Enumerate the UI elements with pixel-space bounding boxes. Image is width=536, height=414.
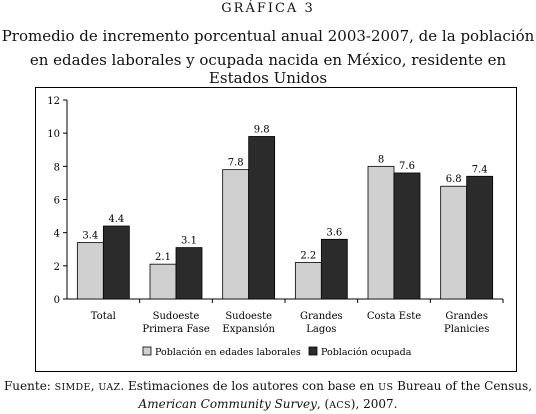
bar [393,172,421,300]
source-acs: ACS [329,400,351,411]
figure-label: GRÁFICA 3 [221,1,315,16]
bar [320,238,348,300]
source-survey: American Community Survey [138,397,317,411]
y-tick-label: 0 [54,295,60,306]
y-tick-label: 6 [54,196,60,207]
source-line-1: Fuente: SIMDE, UAZ. Estimaciones de los … [0,378,536,396]
data-label: 9.8 [254,124,270,135]
y-tick-label: 2 [54,262,60,273]
data-label: 7.8 [228,158,244,169]
source-bureau: Bureau of the Census, [393,379,533,393]
chart-frame: 0 2 4 6 8 10 12 3.4 4.4 Total 2.1 3.1 Sudoeste Primer… [35,87,517,372]
x-tick-label: Planicies [444,324,489,335]
bar [367,165,395,300]
legend-swatch [142,346,152,356]
bar [440,185,468,300]
x-tick-label: Grandes [445,311,488,322]
data-label: 7.6 [399,161,415,172]
chart-title-line-2: en edades laborales y ocupada nacida en … [29,51,507,87]
bar [76,242,104,300]
source-separator-2: , ( [316,397,330,411]
source-prefix: Fuente: [3,379,55,393]
data-label: 2.2 [300,251,316,262]
bar [466,175,494,300]
data-label: 2.1 [155,252,171,263]
data-label: 4.4 [108,214,124,225]
source-us: US [378,382,394,393]
y-tick-label: 12 [47,96,60,107]
x-tick-label: Sudoeste [225,311,272,322]
bar [248,136,276,300]
x-tick-label: Total [91,311,116,322]
x-tick-label: Sudoeste [153,311,200,322]
x-tick-label: Expansión [222,324,275,335]
chart-title-line-1: Promedio de incremento porcentual anual … [1,27,535,45]
data-label: 7.4 [472,164,488,175]
y-tick-label: 10 [47,129,60,140]
bar [294,262,322,300]
data-label: 3.1 [181,236,197,247]
bar [102,225,130,300]
legend-swatch [308,346,318,356]
x-tick-label: Grandes [300,311,343,322]
bar [175,247,203,300]
source-line-2: American Community Survey, (ACS), 2007. [0,396,536,414]
bar-chart: 0 2 4 6 8 10 12 3.4 4.4 Total 2.1 3.1 Sudoeste Primer… [47,96,504,358]
source-note: Fuente: SIMDE, UAZ. Estimaciones de los … [0,378,536,414]
bar [149,263,177,300]
source-org-uaz: UAZ [98,382,121,393]
data-label: 3.6 [326,227,342,238]
x-tick-label: Primera Fase [142,324,209,335]
y-tick-label: 4 [54,229,60,240]
data-label: 8 [378,154,384,165]
bar [222,169,250,300]
source-middle: . Estimaciones de los autores con base e… [120,379,379,393]
legend-label: Población en edades laborales [155,347,301,358]
legend-label: Población ocupada [321,347,412,358]
data-label: 3.4 [82,231,98,242]
y-tick-label: 8 [54,162,60,173]
data-label: 6.8 [446,174,462,185]
x-tick-label: Lagos [306,324,336,335]
source-separator: , [90,379,99,393]
x-tick-label: Costa Este [367,311,421,322]
source-year: ), 2007. [350,397,398,411]
source-org-simde: SIMDE [54,382,91,393]
